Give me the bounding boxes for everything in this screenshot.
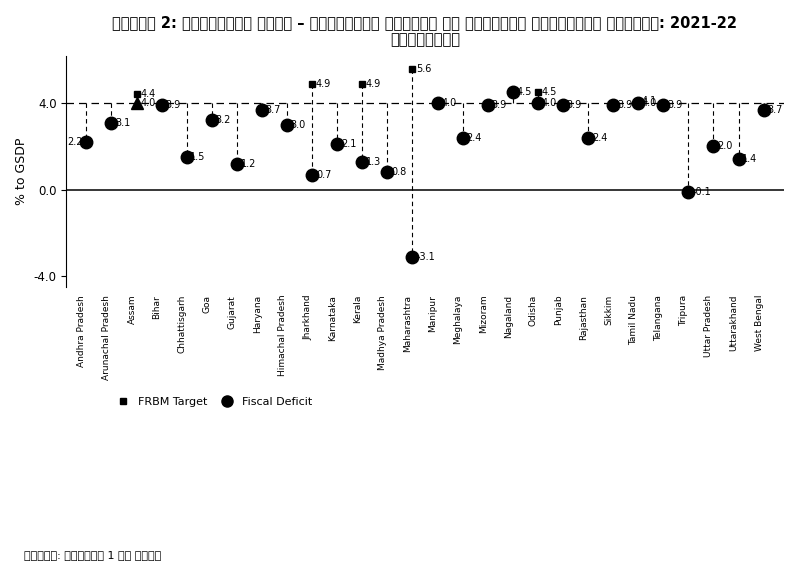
Text: 1.4: 1.4 xyxy=(742,154,758,164)
Y-axis label: % to GSDP: % to GSDP xyxy=(15,137,28,205)
Text: 3.2: 3.2 xyxy=(215,116,231,126)
Text: 4.0: 4.0 xyxy=(140,98,155,108)
Text: -0.1: -0.1 xyxy=(692,187,711,197)
Text: 3.7: 3.7 xyxy=(266,105,281,114)
Text: 3.1: 3.1 xyxy=(115,118,130,128)
Text: 4.5: 4.5 xyxy=(517,88,532,97)
Text: 2.0: 2.0 xyxy=(718,141,733,151)
Text: 3.0: 3.0 xyxy=(290,120,306,130)
Text: 3.9: 3.9 xyxy=(667,100,682,111)
Text: 3.9: 3.9 xyxy=(491,100,506,111)
Text: 4.5: 4.5 xyxy=(542,88,557,97)
Text: 2.1: 2.1 xyxy=(341,139,356,149)
Text: 3.9: 3.9 xyxy=(617,100,632,111)
Text: 1.2: 1.2 xyxy=(241,159,256,169)
Text: 1.3: 1.3 xyxy=(366,157,382,167)
Text: स्रोत: तालिका 1 के समान: स्रोत: तालिका 1 के समान xyxy=(24,550,162,560)
Text: 4.0: 4.0 xyxy=(542,98,557,108)
Text: 4.9: 4.9 xyxy=(316,79,331,89)
Text: 4.0: 4.0 xyxy=(642,98,658,108)
Text: 4.9: 4.9 xyxy=(366,79,382,89)
Text: -3.1: -3.1 xyxy=(416,252,435,262)
Text: 0.7: 0.7 xyxy=(316,169,331,180)
Text: 4.4: 4.4 xyxy=(140,90,155,99)
Title: चित्र 2: राजकोषीय घाटा – एफआरबीएम लक्ष्य के मुकाबले जीएसडीपी अनुपात: 2021-22
वास: चित्र 2: राजकोषीय घाटा – एफआरबीएम लक्ष्य… xyxy=(113,15,738,47)
Text: 2.4: 2.4 xyxy=(466,133,482,143)
Text: 4.1: 4.1 xyxy=(642,96,658,106)
Text: 2.2: 2.2 xyxy=(67,137,82,147)
Legend: FRBM Target, Fiscal Deficit: FRBM Target, Fiscal Deficit xyxy=(108,393,316,411)
Text: 2.4: 2.4 xyxy=(592,133,607,143)
Text: 1.5: 1.5 xyxy=(190,152,206,162)
Text: 0.8: 0.8 xyxy=(391,167,406,177)
Text: 3.9: 3.9 xyxy=(166,100,181,111)
Text: 3.7: 3.7 xyxy=(767,105,782,114)
Text: 3.9: 3.9 xyxy=(566,100,582,111)
Text: 5.6: 5.6 xyxy=(416,63,431,73)
Text: 4.0: 4.0 xyxy=(442,98,457,108)
